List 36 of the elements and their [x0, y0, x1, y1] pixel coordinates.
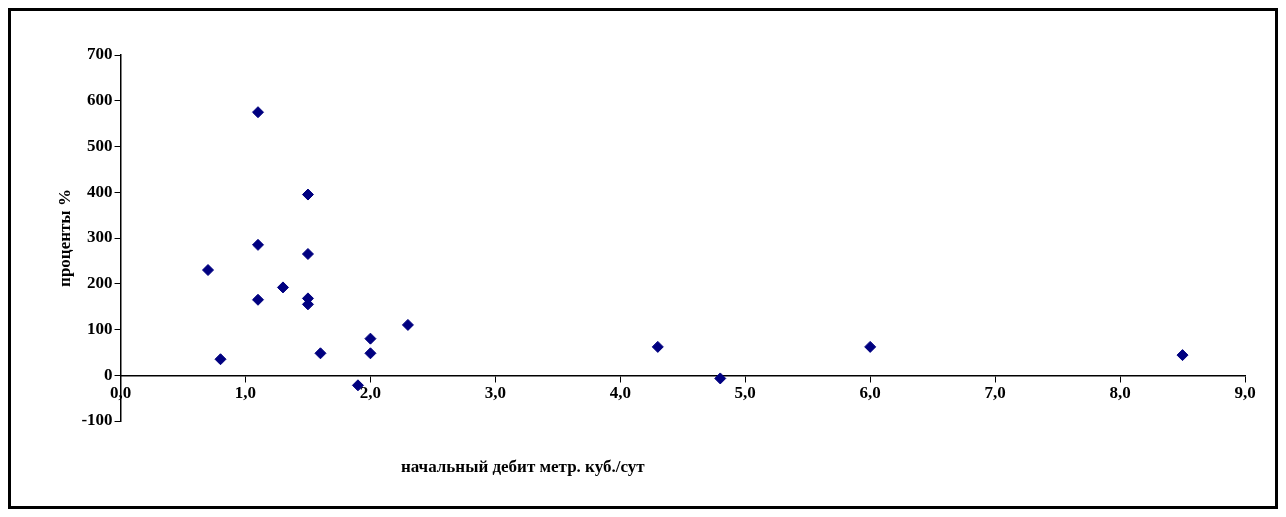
x-tick-label: 9,0 — [1234, 382, 1256, 402]
point — [251, 293, 264, 306]
y-tick-label: 700 — [87, 44, 113, 64]
point — [214, 353, 227, 366]
point — [714, 372, 727, 385]
point — [314, 347, 327, 360]
point — [276, 281, 289, 294]
y-tick-label: 100 — [87, 318, 113, 338]
y-tick-label: 0 — [104, 364, 113, 384]
point — [364, 347, 377, 360]
point — [864, 340, 877, 353]
x-tick-label: 4,0 — [609, 382, 631, 402]
x-tick-label: 7,0 — [984, 382, 1006, 402]
point — [202, 264, 215, 277]
y-axis-title: проценты % — [54, 189, 74, 287]
y-tick-label: 300 — [87, 227, 113, 247]
point — [301, 248, 314, 261]
x-axis-title: начальный дебит метр. куб./сут — [400, 457, 646, 477]
point — [401, 318, 414, 331]
y-tick-label: -100 — [81, 410, 113, 430]
point — [1176, 349, 1189, 362]
x-tick-label: 2,0 — [359, 382, 382, 402]
x-tick-label: 6,0 — [859, 382, 881, 402]
point — [364, 332, 377, 345]
x-tick-label: 1,0 — [234, 382, 257, 402]
point — [251, 106, 264, 119]
point — [251, 238, 264, 251]
y-tick-label: 400 — [87, 181, 113, 201]
x-tick-label: 5,0 — [734, 382, 756, 402]
y-tick-label: 200 — [87, 273, 113, 293]
x-tick-label: 8,0 — [1109, 382, 1131, 402]
point — [301, 188, 314, 201]
point — [651, 340, 664, 353]
y-tick-label: 600 — [87, 90, 113, 110]
x-tick-label: 3,0 — [484, 382, 506, 402]
y-tick-label: 500 — [87, 135, 113, 155]
